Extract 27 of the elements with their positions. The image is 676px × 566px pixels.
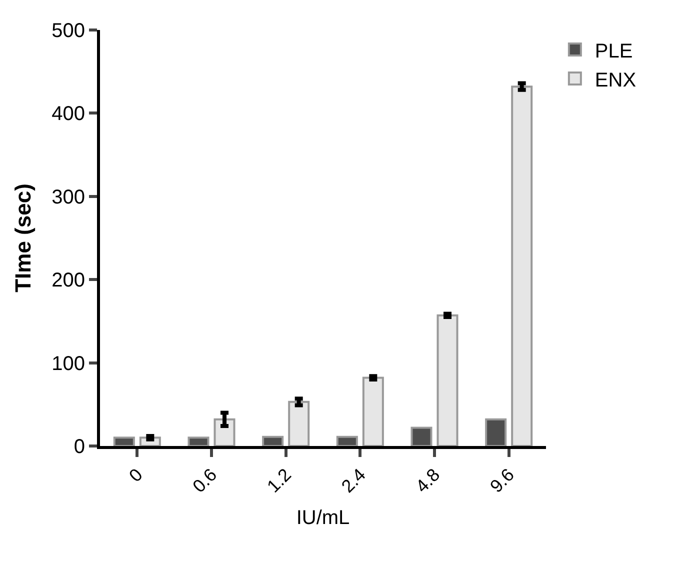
y-tick-label: 0	[74, 436, 85, 458]
bar	[410, 426, 432, 446]
x-tick-label: 4.8	[412, 464, 444, 496]
y-tick-label: 100	[52, 352, 85, 375]
legend-label: ENX	[594, 69, 636, 92]
bar	[336, 436, 358, 446]
bar	[262, 436, 284, 446]
x-tick-label: 9.6	[486, 464, 518, 496]
y-tick-label: 400	[52, 103, 85, 126]
bar	[214, 418, 236, 446]
bar	[485, 418, 507, 446]
bar	[113, 436, 135, 446]
bar	[188, 436, 210, 446]
y-tick-label: 300	[52, 186, 85, 208]
y-axis-title: TIme (sec)	[10, 184, 36, 292]
legend-label: PLE	[594, 40, 633, 62]
bar	[511, 86, 533, 446]
bar	[288, 400, 310, 446]
x-tick-label: 0.6	[188, 464, 221, 496]
x-tick-label: 2.4	[338, 464, 370, 496]
bar	[362, 376, 384, 446]
bar	[436, 314, 458, 446]
y-tick-label: 200	[52, 270, 85, 292]
x-tick-label: 0	[125, 464, 146, 486]
x-axis-title: IU/mL	[296, 506, 350, 529]
x-tick-label: 1.2	[263, 464, 296, 496]
y-tick-label: 500	[52, 20, 85, 42]
